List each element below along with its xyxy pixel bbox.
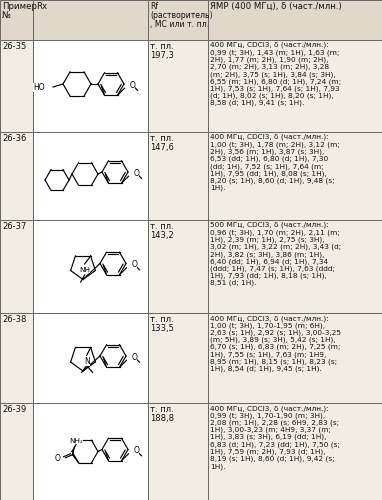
Bar <box>0 403 33 500</box>
Text: т. пл.
188,8: т. пл. 188,8 <box>150 405 174 423</box>
Bar <box>33 0 148 40</box>
Bar <box>33 40 148 132</box>
Text: O: O <box>55 454 60 464</box>
Bar <box>33 313 148 403</box>
Text: 400 МГц, CDCl3, δ (част./млн.):
1,00 (t; 3H), 1,78 (m; 2H), 3,12 (m;
2H), 3,56 (: 400 МГц, CDCl3, δ (част./млн.): 1,00 (t;… <box>210 134 340 191</box>
Bar <box>208 40 382 132</box>
Text: 26-35: 26-35 <box>2 42 26 51</box>
Text: 400 МГц, CDCl3, δ (част./млн.):
0,99 (t; 3H), 1,43 (m; 1H), 1,63 (m;
2H), 1,77 (: 400 МГц, CDCl3, δ (част./млн.): 0,99 (t;… <box>210 42 341 106</box>
Bar <box>33 403 148 500</box>
Bar <box>208 220 382 313</box>
Bar <box>148 403 208 500</box>
Bar <box>148 0 208 40</box>
Text: O: O <box>131 353 138 362</box>
Text: 400 МГц, CDCl3, δ (част./млн.):
1,00 (t; 3H), 1,70-1,95 (m; 6H),
2,63 (s; 1H), 2: 400 МГц, CDCl3, δ (част./млн.): 1,00 (t;… <box>210 315 341 372</box>
Bar <box>208 403 382 500</box>
Text: т. пл.
133,5: т. пл. 133,5 <box>150 315 174 333</box>
Text: 26-36: 26-36 <box>2 134 26 143</box>
Bar <box>148 132 208 220</box>
Bar <box>33 220 148 313</box>
Bar <box>208 313 382 403</box>
Text: O: O <box>133 169 139 178</box>
Text: O: O <box>133 446 139 456</box>
Text: N: N <box>84 357 89 366</box>
Text: т. пл.
197,3: т. пл. 197,3 <box>150 42 174 60</box>
Text: O: O <box>131 260 138 270</box>
Text: HO: HO <box>33 82 45 92</box>
Text: O: O <box>129 81 135 90</box>
Bar <box>0 40 33 132</box>
Text: 26-39: 26-39 <box>2 405 26 414</box>
Text: 400 МГц, CDCl3, δ (част./млн.):
0,99 (t; 3H), 1,70-1,90 (m; 3H),
2,08 (m; 1H), 2: 400 МГц, CDCl3, δ (част./млн.): 0,99 (t;… <box>210 405 340 469</box>
Text: NH: NH <box>79 267 90 273</box>
Text: 26-37: 26-37 <box>2 222 26 231</box>
Text: Rf
(растворитель)
, МС или т. пл.: Rf (растворитель) , МС или т. пл. <box>150 2 213 29</box>
Text: т. пл.
147,6: т. пл. 147,6 <box>150 134 174 152</box>
Bar <box>148 220 208 313</box>
Text: 26-38: 26-38 <box>2 315 26 324</box>
Bar <box>33 132 148 220</box>
Bar <box>0 220 33 313</box>
Bar <box>0 0 33 40</box>
Bar <box>0 132 33 220</box>
Bar <box>0 313 33 403</box>
Text: 500 МГц, CDCl3, δ (част./млн.):
0,96 (t; 3H), 1,70 (m; 2H), 2,11 (m;
1H), 2,39 (: 500 МГц, CDCl3, δ (част./млн.): 0,96 (t;… <box>210 222 341 286</box>
Text: ЯМР (400 МГц), δ (част./млн.): ЯМР (400 МГц), δ (част./млн.) <box>210 2 342 11</box>
Bar <box>148 313 208 403</box>
Text: Пример
№: Пример № <box>2 2 37 20</box>
Bar <box>148 40 208 132</box>
Bar <box>208 0 382 40</box>
Text: NH₂: NH₂ <box>70 438 83 444</box>
Bar <box>208 132 382 220</box>
Text: т. пл.
143,2: т. пл. 143,2 <box>150 222 174 240</box>
Text: Rx: Rx <box>36 2 47 11</box>
